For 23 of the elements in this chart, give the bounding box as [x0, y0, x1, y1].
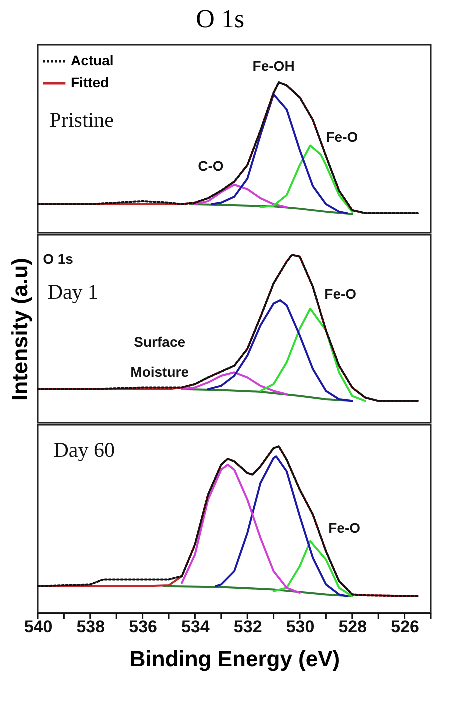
x-tick-label: 534: [182, 618, 210, 636]
x-tick-label: 532: [234, 618, 262, 636]
annotation: Pristine: [50, 108, 114, 132]
chart-title: O 1s: [196, 4, 245, 34]
x-tick-label: 528: [338, 618, 368, 636]
legend-label: Fitted: [71, 74, 110, 90]
x-tick-label: 540: [24, 618, 53, 636]
annotation: Fe-O: [326, 129, 358, 145]
annotation: Day 60: [54, 438, 115, 462]
annotation: Fe-O: [328, 520, 361, 536]
annotation: O 1s: [43, 251, 74, 267]
y-axis-title: Intensity (a.u): [8, 258, 32, 402]
text: Fe-OH: [252, 58, 295, 74]
x-tick-label: 536: [129, 618, 158, 636]
legend-label: Actual: [71, 52, 114, 68]
annotation: Fe-O: [324, 286, 357, 302]
x-tick-label: 526: [391, 618, 420, 636]
x-tick-label: 530: [286, 618, 315, 636]
annotation: Surface Moisture: [130, 334, 190, 380]
x-axis-title: Binding Energy (eV): [130, 646, 340, 672]
annotation: Day 1: [48, 280, 99, 304]
x-tick-label: 538: [76, 618, 106, 636]
annotation: C-O: [198, 158, 224, 174]
